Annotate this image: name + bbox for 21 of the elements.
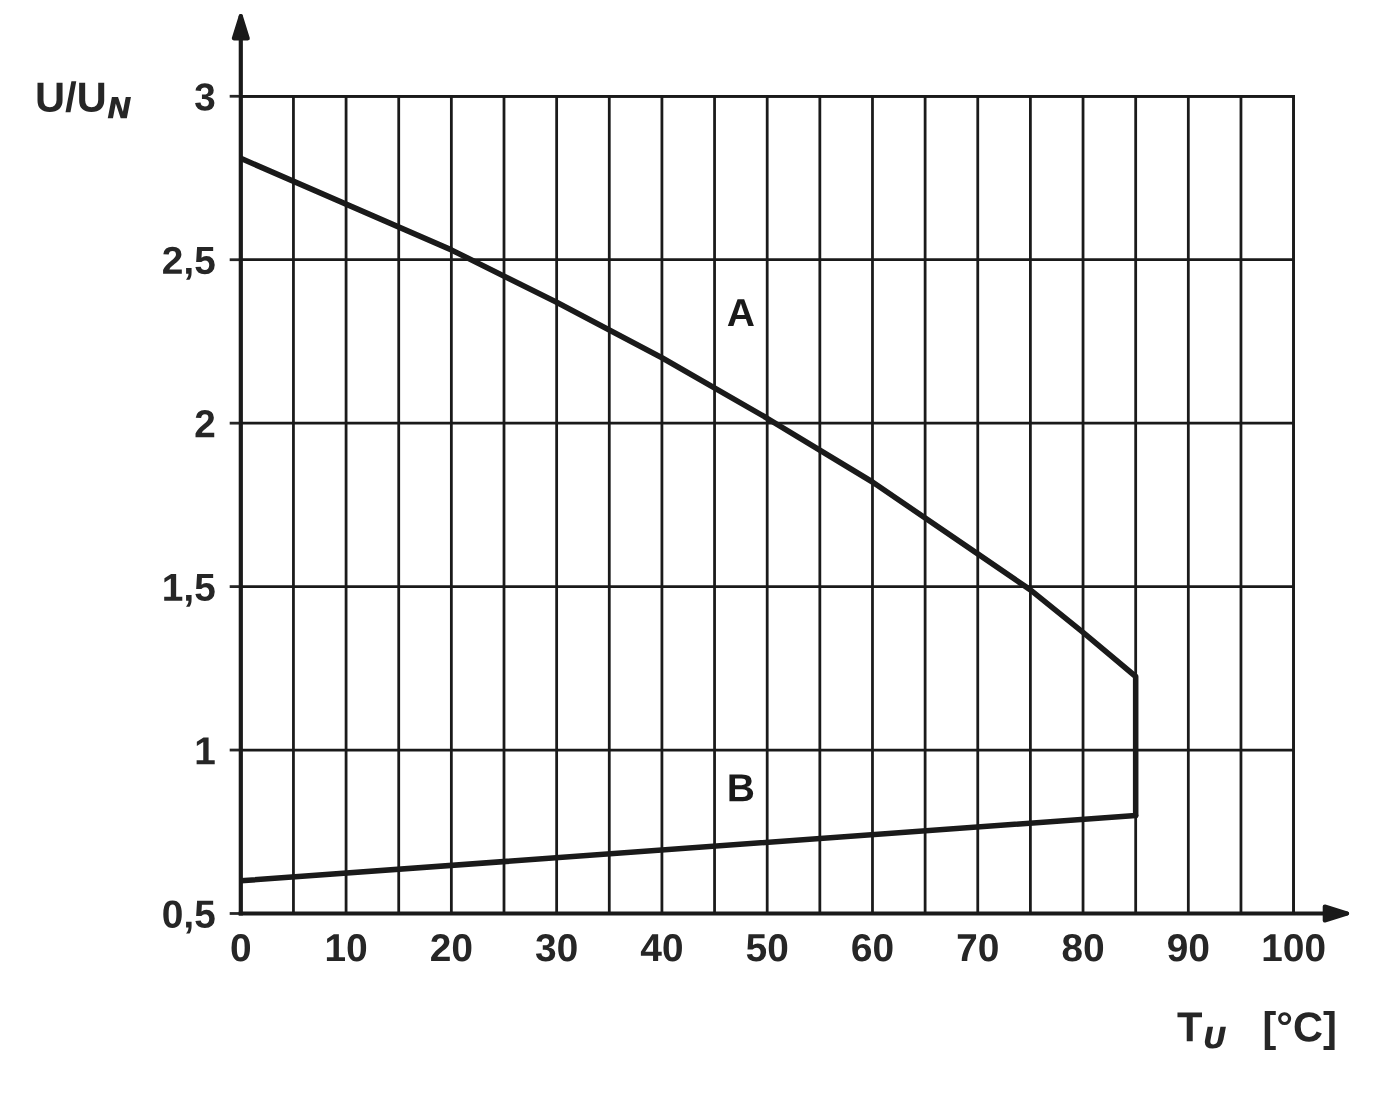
x-tick-label: 0 — [231, 933, 251, 962]
x-tick-label: 40 — [640, 933, 682, 962]
y-tick-label: 1 — [196, 737, 215, 765]
x-tick-label: 80 — [1062, 933, 1104, 962]
x-tick-label: 100 — [1263, 933, 1325, 962]
y-tick-label: 1,5 — [164, 573, 215, 607]
y-tick-label: 2 — [195, 410, 215, 438]
x-tick-label: 10 — [326, 933, 367, 962]
x-tick-label: 90 — [1168, 933, 1209, 962]
y-tick-label: 2,5 — [163, 246, 215, 280]
x-tick-label: 60 — [852, 933, 893, 962]
x-tick-label: 20 — [431, 933, 472, 962]
x-tick-label: 30 — [535, 933, 577, 962]
series-label: B — [729, 774, 754, 802]
text: T$_{U}$ [°C] — [1177, 1011, 1335, 1050]
y-tick-label: 0,5 — [163, 900, 215, 934]
x-tick-label: 50 — [746, 933, 788, 962]
y-axis-title: U/U$_{N}$ — [37, 81, 131, 119]
y-tick-label: 3 — [195, 83, 215, 111]
x-tick-label: 70 — [957, 933, 998, 962]
series-label: A — [727, 299, 754, 326]
